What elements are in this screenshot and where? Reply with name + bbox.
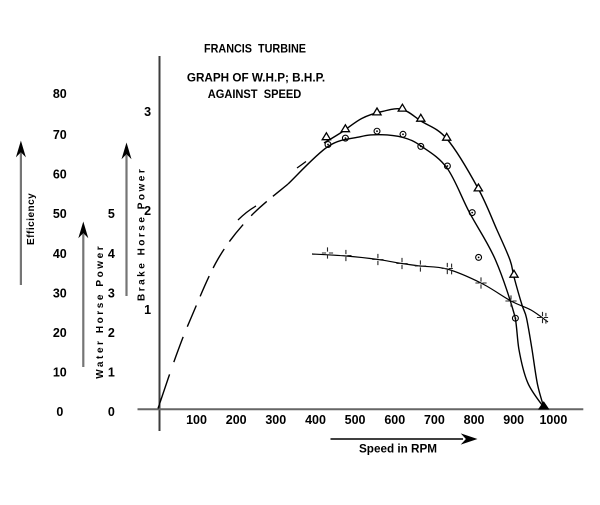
svg-text:Efficiency: Efficiency bbox=[26, 193, 37, 245]
svg-text:50: 50 bbox=[53, 207, 67, 221]
svg-text:20: 20 bbox=[53, 326, 67, 340]
svg-text:900: 900 bbox=[503, 413, 524, 427]
svg-text:Speed in RPM: Speed in RPM bbox=[359, 441, 437, 455]
svg-text:3: 3 bbox=[108, 286, 115, 300]
svg-text:70: 70 bbox=[53, 128, 67, 142]
svg-text:500: 500 bbox=[345, 413, 366, 427]
svg-text:10: 10 bbox=[53, 366, 67, 380]
svg-text:800: 800 bbox=[464, 413, 485, 427]
svg-text:100: 100 bbox=[186, 413, 207, 427]
svg-text:600: 600 bbox=[384, 413, 405, 427]
svg-text:5: 5 bbox=[108, 207, 115, 221]
svg-text:1000: 1000 bbox=[539, 413, 567, 427]
svg-text:300: 300 bbox=[265, 413, 286, 427]
svg-text:Brake Horse Power: Brake Horse Power bbox=[137, 167, 148, 301]
svg-text:4: 4 bbox=[108, 247, 115, 261]
svg-text:1: 1 bbox=[108, 366, 115, 380]
svg-text:700: 700 bbox=[424, 413, 445, 427]
svg-text:0: 0 bbox=[56, 405, 63, 419]
svg-text:3: 3 bbox=[144, 105, 151, 119]
svg-text:2: 2 bbox=[108, 326, 115, 340]
svg-text:2: 2 bbox=[144, 204, 151, 218]
svg-text:30: 30 bbox=[53, 286, 67, 300]
svg-text:200: 200 bbox=[226, 413, 247, 427]
svg-text:FRANCIS TURBINE: FRANCIS TURBINE bbox=[204, 41, 306, 55]
svg-text:GRAPH OF W.H.P; B.H.P.: GRAPH OF W.H.P; B.H.P. bbox=[187, 70, 325, 84]
svg-text:1: 1 bbox=[144, 303, 151, 317]
svg-text:80: 80 bbox=[53, 87, 67, 101]
svg-text:60: 60 bbox=[53, 168, 67, 182]
svg-text:AGAINST SPEED: AGAINST SPEED bbox=[208, 87, 302, 101]
svg-text:40: 40 bbox=[53, 247, 67, 261]
svg-text:Water Horse Power: Water Horse Power bbox=[95, 244, 106, 379]
svg-text:400: 400 bbox=[305, 413, 326, 427]
svg-text:0: 0 bbox=[108, 405, 115, 419]
